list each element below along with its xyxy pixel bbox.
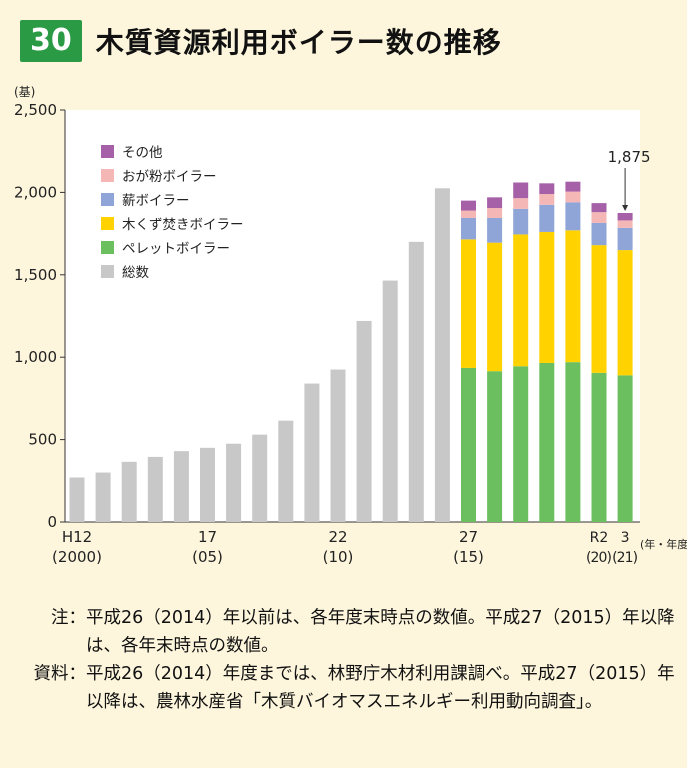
x-tick-sublabel: (05) [192,548,223,566]
figure-header: 30 木質資源利用ボイラー数の推移 [20,18,502,64]
x-tick-label: 17 [198,528,217,546]
source-label: 資料： [33,664,87,684]
bar-total [330,369,346,522]
y-tick-label: 2,000 [14,183,57,201]
bar-total [173,451,189,522]
figure-title: 木質資源利用ボイラー数の推移 [95,26,502,59]
bar-chip [513,234,529,367]
x-tick-sublabel: (20) [586,550,612,566]
x-tick-label: R2 [590,530,609,546]
source-row: 資料： 平成26（2014）年度までは、林野庁木材利用課調べ。平成27（2015… [20,660,680,716]
y-tick-label: 0 [47,513,57,531]
note-row: 注： 平成26（2014）年以前は、各年度末時点の数値。平成27（2015）年以… [20,604,680,660]
bar-firewood [565,202,581,231]
bar-total [382,280,398,522]
bar-other [513,182,529,199]
legend-label: ペレットボイラー [122,241,230,257]
x-tick-label: 22 [328,528,347,546]
bar-pellet [591,372,607,522]
bar-sawdust [591,212,607,223]
note-label: 注： [51,608,86,628]
bar-sawdust [539,194,555,205]
bar-total [69,477,85,522]
bar-sawdust [487,208,503,218]
bar-other [539,183,555,195]
x-tick-label: 27 [459,528,478,546]
bar-firewood [513,208,529,235]
legend-swatch [101,145,114,158]
bar-firewood [487,217,503,243]
legend-label: 木くず焚きボイラー [122,217,244,233]
annotation-arrowhead [622,205,629,211]
x-tick-sublabel: (15) [453,548,484,566]
y-tick-label: 1,500 [14,266,57,284]
bar-chip [591,245,607,373]
y-tick-label: 500 [28,431,57,449]
bar-pellet [461,367,476,522]
bar-pellet [487,371,503,522]
bar-sawdust [565,191,581,203]
bar-other [461,200,476,211]
legend-label: 薪ボイラー [122,193,190,209]
bar-chip [565,230,581,363]
legend-swatch [101,169,114,182]
y-tick-label: 2,500 [14,101,57,119]
figure-number-badge: 30 [20,20,82,62]
notes-section: 注： 平成26（2014）年以前は、各年度末時点の数値。平成27（2015）年以… [20,604,680,716]
bar-other [565,181,581,192]
bar-total [147,456,163,522]
bar-firewood [591,222,607,246]
bar-chip [539,231,555,363]
legend-swatch [101,217,114,230]
bar-sawdust [513,198,529,209]
bar-total [408,241,424,522]
bar-total [200,447,215,522]
bar-total [95,472,111,522]
bar-other [487,197,503,209]
bar-chip [487,242,503,372]
annotation-label: 1,875 [608,148,651,166]
x-tick-label: H12 [62,528,92,546]
legend-swatch [101,265,114,278]
bar-firewood [617,227,633,251]
bar-sawdust [461,210,476,218]
x-axis-unit-label: (年・年度) [640,537,687,551]
bar-total [226,443,242,522]
x-tick-label: 3 [621,530,630,546]
bar-other [591,203,607,213]
bar-firewood [461,217,476,240]
y-axis-unit-label: (基) [14,85,35,99]
bar-pellet [513,366,529,522]
bar-total [304,383,320,522]
bar-pellet [539,362,555,522]
legend-label: その他 [122,145,163,161]
legend-label: おが粉ボイラー [122,169,217,185]
bar-other [617,213,633,221]
bar-total [356,320,372,522]
bar-total [434,188,450,522]
x-tick-sublabel: (21) [612,550,638,566]
bar-total [252,434,268,522]
source-text: 平成26（2014）年度までは、林野庁木材利用課調べ。平成27（2015）年以降… [86,664,675,712]
bar-sawdust [617,220,633,228]
bar-firewood [539,204,555,232]
legend-label: 総数 [122,265,149,281]
bar-total [278,420,294,522]
x-tick-sublabel: (10) [323,548,354,566]
bar-chip [617,250,633,376]
legend-swatch [101,241,114,254]
y-tick-label: 1,000 [14,348,57,366]
bar-total [121,461,137,522]
x-tick-sublabel: (2000) [52,548,102,566]
bar-pellet [617,375,633,522]
boiler-count-chart: 0 500 1,000 1,500 2,000 2,500 (基) H12 (2000) 17 (0… [14,85,687,566]
note-text: 平成26（2014）年以前は、各年度末時点の数値。平成27（2015）年以降は、… [86,608,675,656]
bar-pellet [565,362,581,522]
legend-swatch [101,193,114,206]
bar-chip [461,239,476,368]
